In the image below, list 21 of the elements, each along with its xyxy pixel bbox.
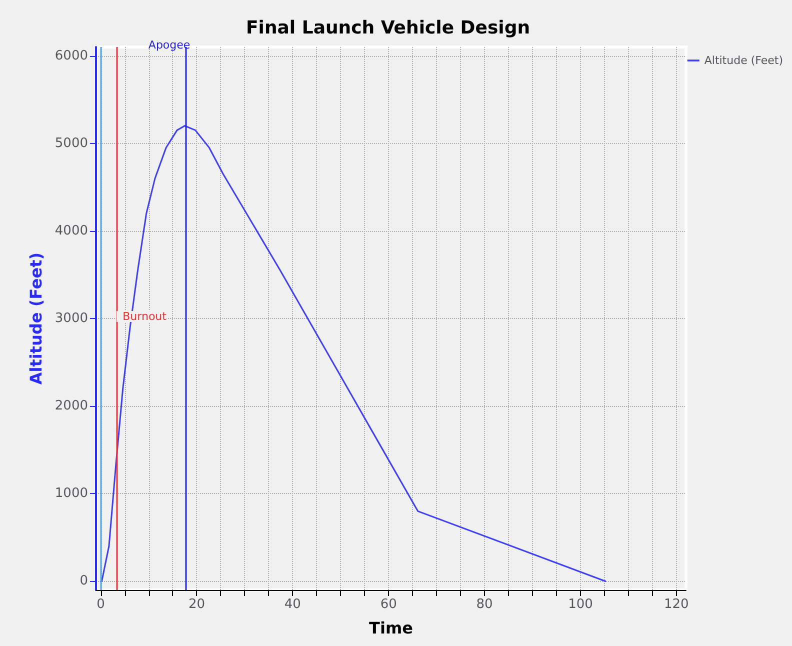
y-tick-label: 6000 [54, 48, 88, 64]
y-tick-label: 5000 [54, 136, 88, 151]
y-tick-label: 1000 [54, 486, 88, 502]
x-axis-title: Time [369, 618, 414, 638]
x-tick-label: 120 [664, 597, 689, 612]
y-tick-label: 0 [80, 574, 88, 589]
x-tick-label: 100 [568, 597, 593, 612]
legend-label: Altitude (Feet) [704, 54, 783, 67]
x-tick-label: 80 [476, 597, 493, 612]
ref-line-label: Apogee [148, 38, 190, 52]
y-tick-label: 2000 [54, 398, 88, 414]
x-tick-label: 0 [96, 597, 105, 612]
y-tick-label: 4000 [54, 223, 88, 238]
x-tick-label: 60 [380, 597, 397, 612]
chart-title: Final Launch Vehicle Design [246, 18, 530, 38]
ref-line-label: Burnout [122, 310, 168, 323]
y-tick-label: 3000 [54, 311, 88, 326]
line-series [100, 125, 606, 582]
x-tick-label: 40 [284, 597, 301, 612]
y-axis-title: Altitude (Feet) [26, 252, 46, 385]
x-tick-label: 20 [188, 597, 206, 612]
